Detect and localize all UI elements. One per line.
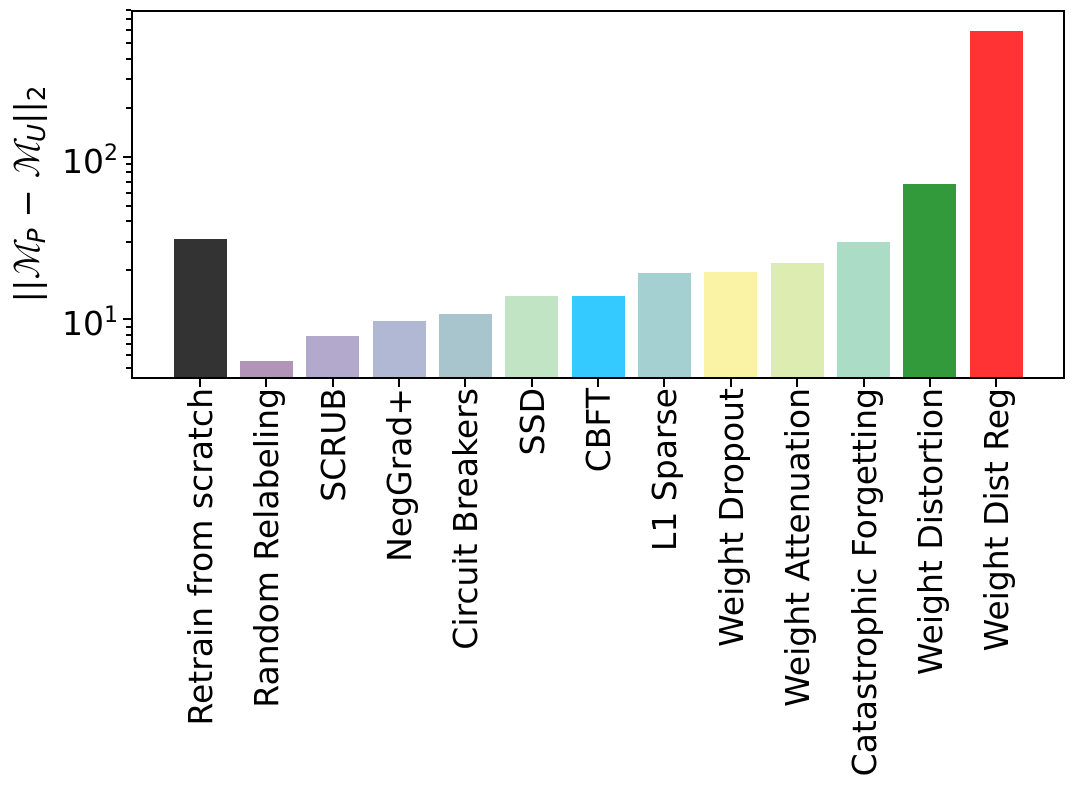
bar-weight-distortion xyxy=(903,183,957,377)
y-minor-tick xyxy=(126,220,131,223)
y-minor-tick xyxy=(126,325,131,328)
x-major-tick xyxy=(265,379,268,387)
x-tick-label-text: Circuit Breakers xyxy=(446,388,486,650)
x-tick-label-text: Catastrophic Forgetting xyxy=(844,388,884,777)
y-minor-tick xyxy=(126,269,131,272)
x-major-tick xyxy=(597,379,600,387)
bar-weight-attenuation xyxy=(770,263,824,377)
x-major-tick xyxy=(862,379,865,387)
y-minor-tick xyxy=(126,191,131,194)
bar-l1-sparse xyxy=(637,272,691,377)
bar-catastrophic-forgetting xyxy=(837,241,890,377)
bar-neggrad xyxy=(372,320,426,377)
plot-area xyxy=(131,10,1065,379)
y-minor-tick xyxy=(126,29,131,32)
y-minor-tick xyxy=(126,343,131,346)
x-major-tick xyxy=(199,379,201,387)
x-tick-label-text: SCRUB xyxy=(313,388,353,502)
x-major-tick xyxy=(464,379,467,387)
x-major-tick xyxy=(729,379,732,387)
x-tick-label-text: NegGrad+ xyxy=(380,388,420,562)
bar-retrain-from-scratch xyxy=(173,239,227,377)
y-minor-tick xyxy=(126,42,131,45)
y-minor-tick xyxy=(126,354,131,357)
x-major-tick xyxy=(398,379,401,387)
x-tick-label-text: L1 Sparse xyxy=(645,388,685,552)
bar-circuit-breakers xyxy=(438,314,492,377)
x-tick-label-text: Retrain from scratch xyxy=(181,388,220,726)
y-minor-tick xyxy=(126,163,131,166)
bar-scrub xyxy=(306,335,360,377)
bar-weight-dropout xyxy=(704,271,758,377)
y-minor-tick xyxy=(126,333,131,336)
bar-random-relabeling xyxy=(239,361,293,377)
x-tick-label-text: Weight Attenuation xyxy=(778,388,818,707)
x-tick-label-text: Weight Dist Reg xyxy=(977,388,1017,652)
y-minor-tick xyxy=(126,240,131,243)
y-tick-label: 102 xyxy=(62,140,118,181)
y-minor-tick xyxy=(126,204,131,207)
y-axis-label-text: ||ℳP − ℳU||2 xyxy=(8,85,52,303)
bar-cbft xyxy=(571,295,625,377)
y-minor-tick xyxy=(126,171,131,174)
x-major-tick xyxy=(995,379,998,387)
y-minor-tick xyxy=(126,18,131,21)
bar-ssd xyxy=(505,296,559,377)
y-minor-tick xyxy=(126,78,131,81)
y-tick-label: 101 xyxy=(62,303,118,344)
y-minor-tick xyxy=(126,106,131,109)
x-tick-label-text: Random Relabeling xyxy=(247,388,287,708)
x-tick-label-text: SSD xyxy=(512,388,552,456)
y-major-tick xyxy=(123,155,131,158)
bar-weight-dist-reg xyxy=(969,31,1023,377)
x-major-tick xyxy=(331,379,334,387)
x-major-tick xyxy=(663,379,666,387)
y-minor-tick xyxy=(126,57,131,60)
x-tick-label-text: CBFT xyxy=(579,388,619,473)
x-tick-label-text: Weight Distortion xyxy=(910,388,950,676)
y-major-tick xyxy=(123,318,131,321)
y-minor-tick xyxy=(126,180,131,183)
x-major-tick xyxy=(928,379,931,387)
x-major-tick xyxy=(530,379,533,387)
y-minor-tick xyxy=(126,366,131,369)
x-tick-label-text: Weight Dropout xyxy=(711,388,751,647)
x-major-tick xyxy=(796,379,799,387)
y-minor-tick xyxy=(126,9,131,11)
